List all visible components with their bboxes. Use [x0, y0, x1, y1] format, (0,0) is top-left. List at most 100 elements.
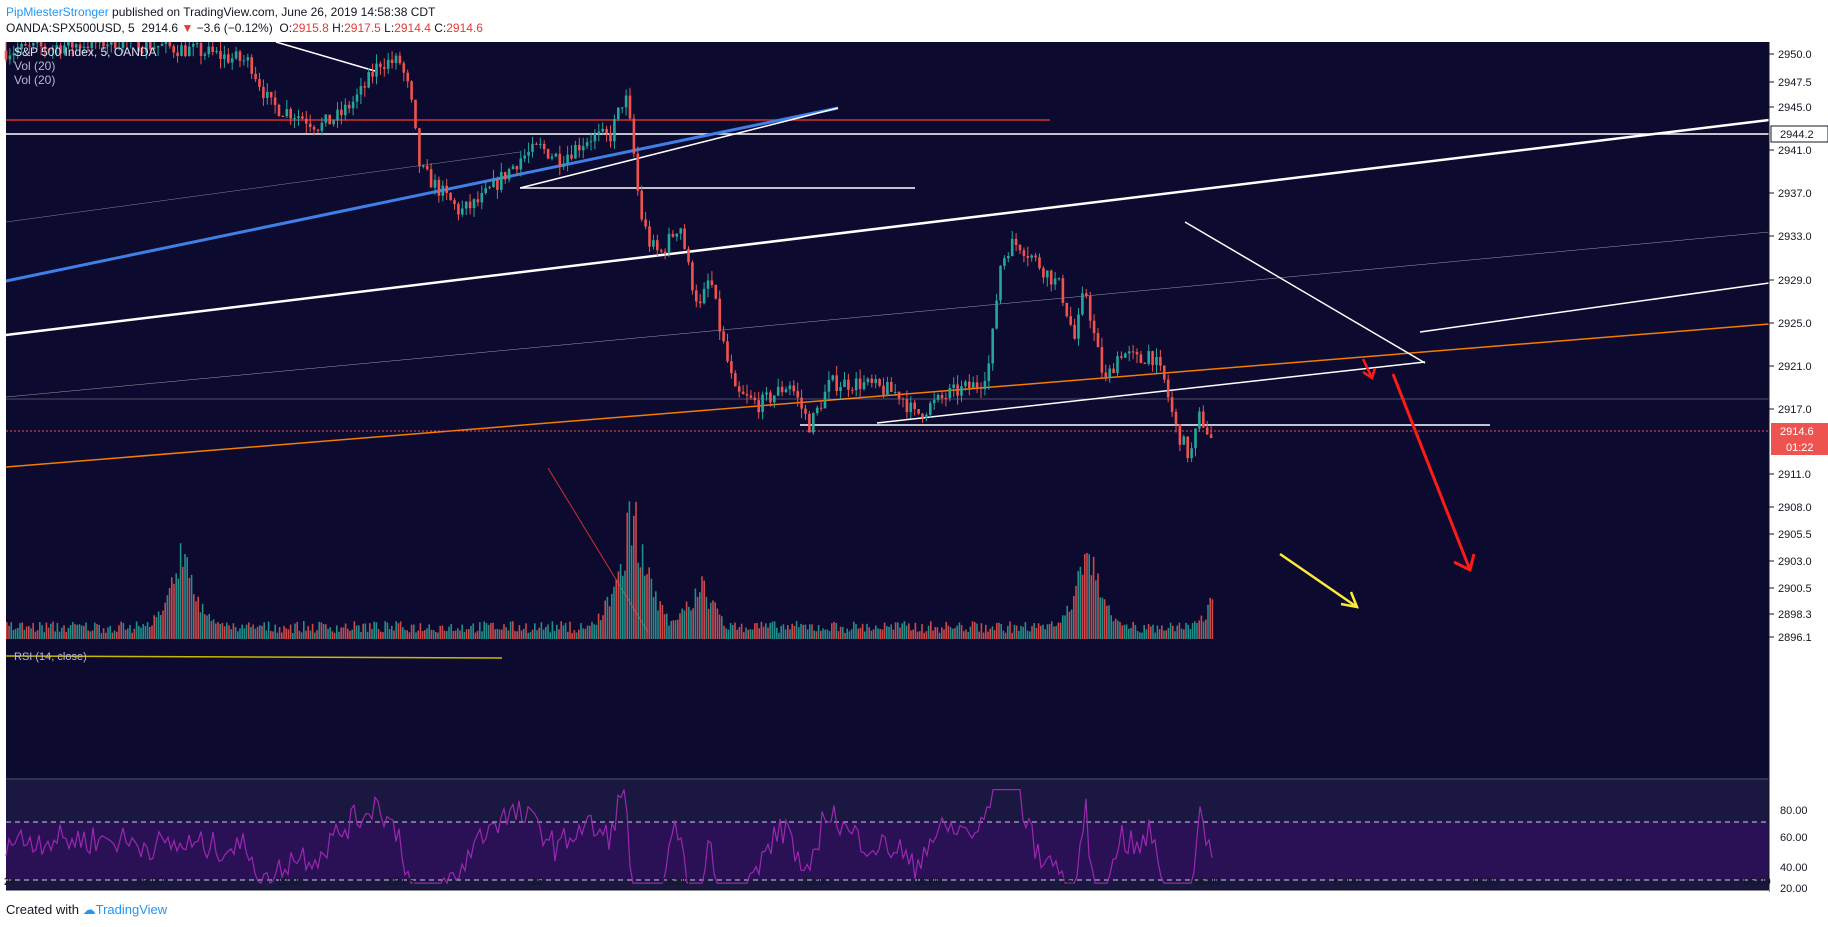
volume-bar: [523, 628, 525, 639]
volume-bar: [804, 624, 807, 639]
volume-bar: [188, 577, 191, 639]
volume-bar: [344, 623, 347, 639]
volume-bar: [558, 629, 560, 639]
volume-bar: [281, 632, 283, 639]
candle: [695, 284, 698, 308]
candle: [316, 128, 320, 134]
candle-body: [917, 409, 920, 414]
volume-bar: [67, 627, 70, 639]
candle: [363, 81, 367, 97]
candle-body: [609, 133, 612, 142]
candle: [383, 58, 386, 77]
volume-bar: [184, 553, 186, 639]
candle-body: [386, 59, 390, 69]
volume-bar: [998, 622, 1000, 639]
candle-body: [149, 42, 152, 50]
low-value: 2914.4: [394, 21, 431, 35]
candle: [1104, 364, 1108, 382]
candle-body: [605, 128, 608, 134]
candle-body: [1053, 278, 1057, 285]
volume-bar: [787, 625, 789, 639]
volume-bar: [677, 619, 679, 639]
candle: [32, 42, 35, 51]
candle: [1190, 442, 1193, 463]
candle-body: [1034, 255, 1037, 258]
time-tick-label: 18:05: [387, 876, 415, 888]
candle: [386, 52, 390, 74]
countdown-label: 01:22: [1786, 442, 1814, 454]
volume-bar: [100, 632, 103, 639]
author-link[interactable]: PipMiesterStronger: [6, 5, 109, 19]
volume-bar: [105, 632, 107, 639]
close-value: 2914.6: [446, 21, 483, 35]
volume-bar: [952, 628, 954, 639]
candle-body: [624, 95, 628, 108]
candle: [390, 51, 394, 69]
volume-bar: [800, 623, 802, 639]
volume-bar: [811, 624, 813, 639]
candle: [1085, 288, 1088, 299]
volume-bar: [1040, 625, 1042, 639]
candle-body: [613, 119, 616, 142]
candle-body: [1092, 320, 1096, 334]
volume-bar: [514, 631, 516, 639]
volume-bar: [28, 626, 30, 639]
price-tick-label: 2945.0: [1778, 102, 1812, 114]
candle: [472, 198, 476, 217]
candle-body: [207, 46, 211, 55]
volume-bar: [1121, 625, 1123, 639]
candle-body: [909, 402, 913, 412]
volume-bar: [395, 621, 397, 639]
volume-bar: [690, 610, 692, 639]
volume-bar: [604, 600, 606, 639]
price-tick-label: 2911.0: [1778, 469, 1811, 481]
volume-bar: [778, 632, 780, 639]
candle-body: [675, 233, 679, 237]
volume-bar: [468, 629, 470, 639]
price-tick-label: 2929.0: [1778, 275, 1812, 287]
candle-body: [960, 386, 963, 396]
volume-bar: [1156, 625, 1159, 639]
close-label: C:: [434, 21, 447, 35]
volume-bar: [991, 626, 994, 639]
candle-body: [702, 288, 706, 304]
candle: [827, 371, 831, 400]
volume-bar: [140, 627, 142, 639]
volume-bar: [1099, 597, 1101, 639]
price-tick: 2917.0: [1769, 404, 1812, 416]
volume-bar: [283, 625, 285, 639]
tradingview-brand[interactable]: TradingView: [95, 902, 168, 917]
volume-bar: [602, 615, 604, 639]
candle-body: [663, 251, 667, 254]
rsi-tick: 40.00: [1780, 862, 1808, 874]
price-axis[interactable]: [1769, 42, 1828, 892]
volume-bar: [591, 621, 593, 639]
rsi-legend: RSI (14, close): [14, 651, 87, 663]
volume-bar: [102, 628, 105, 639]
descending-resistance-line: [1184, 221, 1426, 364]
candle: [886, 376, 889, 397]
candle: [769, 390, 772, 407]
volume-bar: [974, 622, 976, 639]
volume-bar: [531, 629, 534, 639]
candle: [110, 42, 113, 53]
candle-body: [745, 394, 749, 396]
volume-bar: [1196, 622, 1198, 639]
time-axis[interactable]: [6, 890, 1769, 892]
volume-bar: [1009, 621, 1011, 639]
candle: [866, 377, 870, 386]
candle: [1010, 230, 1014, 257]
candle: [925, 412, 928, 422]
volume-bar: [646, 574, 648, 639]
candle: [897, 391, 901, 405]
rsi-tick: 60.00: [1780, 832, 1808, 844]
chart-area[interactable]: S&P 500 Index, 5, OANDA Vol (20) Vol (20…: [0, 42, 1828, 892]
wedge-upper-line: [519, 107, 839, 189]
volume-bar: [1018, 631, 1020, 639]
volume-bar: [806, 629, 809, 639]
candle: [936, 393, 940, 403]
volume-bar: [628, 501, 631, 639]
candle-body: [461, 208, 464, 215]
publish-info: PipMiesterStronger published on TradingV…: [6, 5, 435, 19]
volume-bar: [542, 629, 545, 639]
